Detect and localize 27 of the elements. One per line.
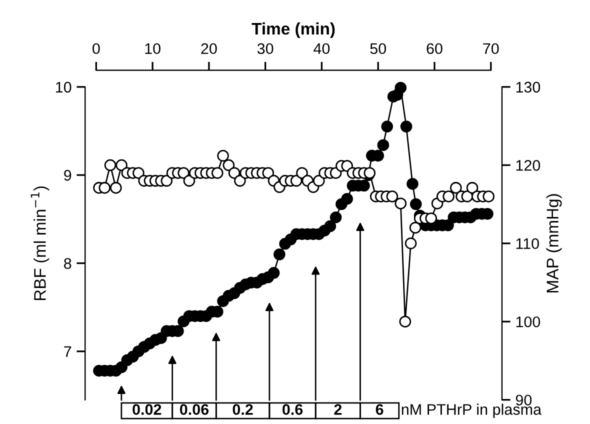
text: nM PTHrP in plasma bbox=[402, 404, 542, 418]
y-tick-label: 9 bbox=[64, 170, 72, 181]
y2-tick-label: 100 bbox=[516, 316, 540, 328]
text: 0.2 bbox=[232, 404, 253, 415]
x-tick-label: 40 bbox=[314, 43, 330, 54]
y2-axis-title: MAP (mmHg) bbox=[546, 194, 562, 292]
y2-tick-label: 90 bbox=[516, 394, 532, 406]
x-axis-title: Time (min) bbox=[252, 22, 335, 38]
x-tick-label: 70 bbox=[483, 43, 499, 54]
y-axis-title: RBF (ml min$^{−1}$) bbox=[30, 186, 50, 300]
text: 2 bbox=[334, 404, 342, 415]
x-tick-label: 20 bbox=[201, 43, 217, 54]
x-tick-label: 10 bbox=[145, 43, 160, 54]
y-tick-label: 7 bbox=[64, 346, 72, 357]
x-tick-label: 0 bbox=[92, 43, 100, 54]
text: 6 bbox=[376, 404, 384, 415]
text: 0.6 bbox=[282, 404, 303, 415]
text: 0.06 bbox=[180, 404, 209, 415]
x-tick-label: 60 bbox=[426, 43, 442, 54]
text: 0.02 bbox=[132, 404, 162, 415]
x-tick-label: 30 bbox=[257, 43, 274, 54]
x-tick-label: 50 bbox=[370, 43, 386, 54]
y2-tick-label: 130 bbox=[516, 82, 540, 93]
y2-tick-label: 110 bbox=[516, 238, 539, 250]
y2-tick-label: 120 bbox=[516, 160, 540, 171]
y-tick-label: 10 bbox=[56, 82, 72, 93]
y-tick-label: 8 bbox=[64, 258, 72, 269]
